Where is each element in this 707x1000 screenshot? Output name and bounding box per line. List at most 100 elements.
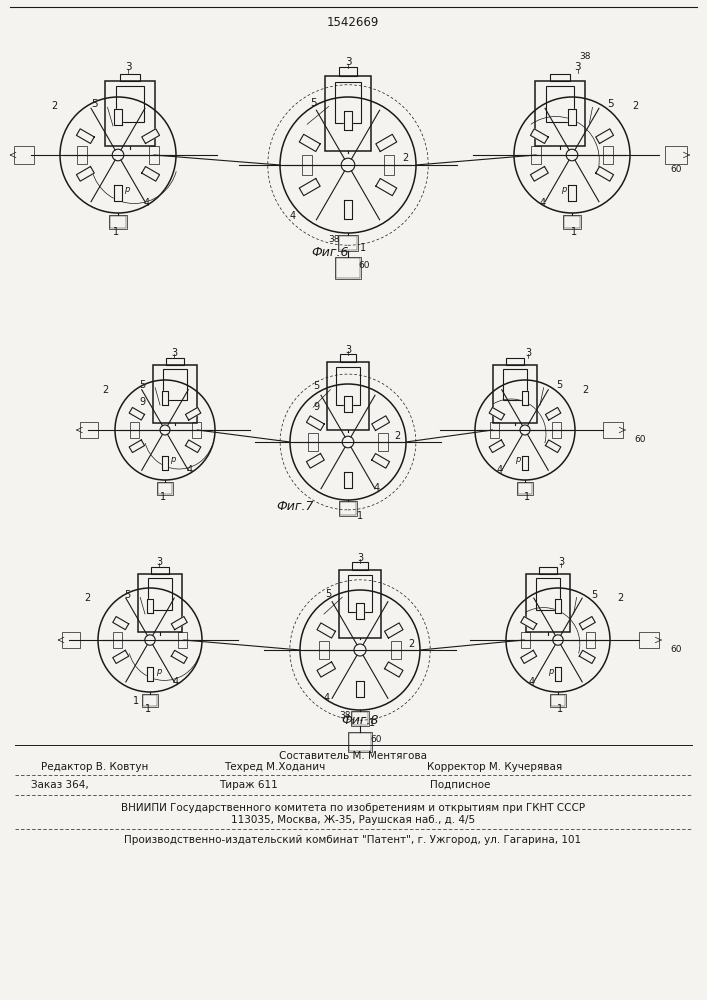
Polygon shape bbox=[146, 599, 153, 613]
Text: 38: 38 bbox=[339, 710, 351, 720]
Bar bbox=[339, 67, 357, 76]
Bar bbox=[110, 216, 126, 228]
Text: 3: 3 bbox=[171, 348, 177, 358]
Text: 4: 4 bbox=[144, 198, 150, 208]
Polygon shape bbox=[579, 650, 595, 663]
Bar bbox=[550, 74, 570, 81]
Text: 1: 1 bbox=[113, 227, 119, 237]
Bar bbox=[338, 235, 358, 251]
Text: 1: 1 bbox=[145, 704, 151, 714]
Bar bbox=[336, 258, 360, 278]
Text: 60: 60 bbox=[671, 165, 682, 174]
Text: р: р bbox=[170, 456, 175, 464]
Polygon shape bbox=[372, 454, 390, 468]
Bar bbox=[105, 81, 155, 146]
Polygon shape bbox=[521, 650, 537, 663]
Text: 5: 5 bbox=[310, 98, 317, 108]
Bar bbox=[518, 483, 532, 493]
Polygon shape bbox=[489, 440, 505, 453]
Polygon shape bbox=[141, 167, 160, 181]
Bar bbox=[142, 694, 158, 706]
Text: 2: 2 bbox=[102, 385, 108, 395]
Polygon shape bbox=[521, 617, 537, 630]
Text: Техред М.Ходанич: Техред М.Ходанич bbox=[224, 762, 326, 772]
Polygon shape bbox=[522, 456, 528, 470]
Text: Подписное: Подписное bbox=[430, 780, 490, 790]
Bar bbox=[337, 367, 360, 405]
Text: 60: 60 bbox=[370, 736, 382, 744]
Polygon shape bbox=[162, 456, 168, 470]
Bar bbox=[351, 562, 368, 570]
Polygon shape bbox=[546, 407, 561, 420]
Text: 113035, Москва, Ж-35, Раушская наб., д. 4/5: 113035, Москва, Ж-35, Раушская наб., д. … bbox=[231, 815, 475, 825]
Bar bbox=[163, 369, 187, 400]
Bar bbox=[348, 732, 372, 752]
Bar bbox=[503, 369, 527, 400]
Polygon shape bbox=[356, 603, 364, 619]
Text: 2: 2 bbox=[395, 431, 400, 441]
Text: 5: 5 bbox=[325, 589, 332, 599]
Text: 60: 60 bbox=[358, 261, 370, 270]
Text: 5: 5 bbox=[591, 589, 597, 599]
Text: 1: 1 bbox=[356, 511, 363, 521]
Text: 5: 5 bbox=[139, 380, 145, 390]
Bar bbox=[325, 76, 371, 151]
Text: Производственно-издательский комбинат "Патент", г. Ужгород, ул. Гагарина, 101: Производственно-издательский комбинат "П… bbox=[124, 835, 582, 845]
Text: 2: 2 bbox=[408, 639, 414, 649]
Bar bbox=[129, 422, 139, 438]
Polygon shape bbox=[306, 416, 325, 430]
Bar bbox=[351, 710, 369, 726]
Text: 4: 4 bbox=[529, 677, 535, 687]
Polygon shape bbox=[344, 472, 352, 488]
Text: 5: 5 bbox=[313, 381, 320, 391]
Polygon shape bbox=[317, 662, 335, 677]
Text: 1542669: 1542669 bbox=[327, 15, 379, 28]
Polygon shape bbox=[129, 407, 144, 420]
Polygon shape bbox=[344, 200, 352, 219]
Bar bbox=[564, 216, 580, 228]
Text: 2: 2 bbox=[582, 385, 588, 395]
Polygon shape bbox=[299, 179, 320, 196]
Polygon shape bbox=[162, 390, 168, 404]
Bar bbox=[113, 632, 122, 648]
Text: 3: 3 bbox=[558, 557, 564, 567]
Text: 3: 3 bbox=[124, 62, 132, 72]
Bar bbox=[151, 567, 169, 574]
Polygon shape bbox=[568, 185, 575, 201]
Text: 2: 2 bbox=[617, 593, 624, 603]
Bar bbox=[116, 86, 144, 122]
Bar bbox=[384, 155, 394, 175]
Bar bbox=[335, 82, 361, 123]
Polygon shape bbox=[146, 667, 153, 681]
Bar bbox=[339, 236, 357, 250]
Bar bbox=[352, 712, 368, 724]
Polygon shape bbox=[522, 390, 528, 404]
Polygon shape bbox=[489, 407, 505, 420]
Polygon shape bbox=[115, 109, 122, 125]
Bar bbox=[158, 483, 172, 493]
Bar bbox=[551, 694, 565, 706]
Bar bbox=[585, 632, 595, 648]
Bar bbox=[339, 354, 356, 362]
Bar bbox=[157, 482, 173, 494]
Bar bbox=[535, 81, 585, 146]
Bar bbox=[143, 694, 157, 706]
Text: 4: 4 bbox=[289, 211, 296, 221]
Bar bbox=[192, 422, 201, 438]
Polygon shape bbox=[530, 167, 548, 181]
Bar bbox=[319, 641, 329, 659]
Bar bbox=[335, 257, 361, 279]
Text: 3: 3 bbox=[345, 57, 351, 67]
Polygon shape bbox=[129, 440, 144, 453]
Bar bbox=[493, 364, 537, 422]
Text: 9: 9 bbox=[313, 402, 320, 412]
Polygon shape bbox=[554, 599, 561, 613]
Polygon shape bbox=[112, 650, 129, 663]
Polygon shape bbox=[76, 167, 94, 181]
Polygon shape bbox=[317, 623, 335, 638]
Bar bbox=[80, 422, 98, 438]
Polygon shape bbox=[344, 396, 352, 412]
Text: 1: 1 bbox=[160, 492, 166, 502]
Polygon shape bbox=[115, 185, 122, 201]
Text: 1: 1 bbox=[360, 243, 366, 253]
